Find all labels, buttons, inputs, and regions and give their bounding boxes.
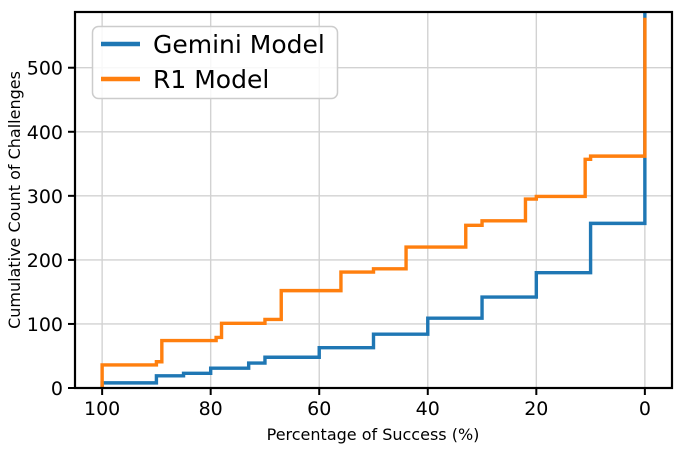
x-axis-label: Percentage of Success (%) (267, 425, 480, 444)
y-tick-label: 300 (27, 186, 63, 208)
series-line-r1-model (100, 17, 647, 388)
legend: Gemini Model R1 Model (91, 25, 339, 100)
series-line-gemini-model (100, 11, 647, 388)
x-tick-label: 0 (639, 398, 651, 420)
y-tick-label: 200 (27, 250, 63, 272)
y-tick-label: 0 (51, 378, 63, 400)
y-tick-label: 100 (27, 314, 63, 336)
legend-label-r1: R1 Model (153, 65, 269, 94)
axes-spines (73, 10, 674, 390)
legend-label-gemini: Gemini Model (153, 30, 325, 59)
x-tick-label: 60 (307, 398, 331, 420)
x-tick-label: 40 (416, 398, 440, 420)
x-tick-label: 80 (199, 398, 223, 420)
x-tick-label: 20 (524, 398, 548, 420)
y-tick-label: 400 (27, 122, 63, 144)
legend-box (91, 25, 339, 100)
y-axis-label: Cumulative Count of Challenges (5, 71, 24, 329)
x-tick-label: 100 (84, 398, 120, 420)
y-tick-label: 500 (27, 58, 63, 80)
